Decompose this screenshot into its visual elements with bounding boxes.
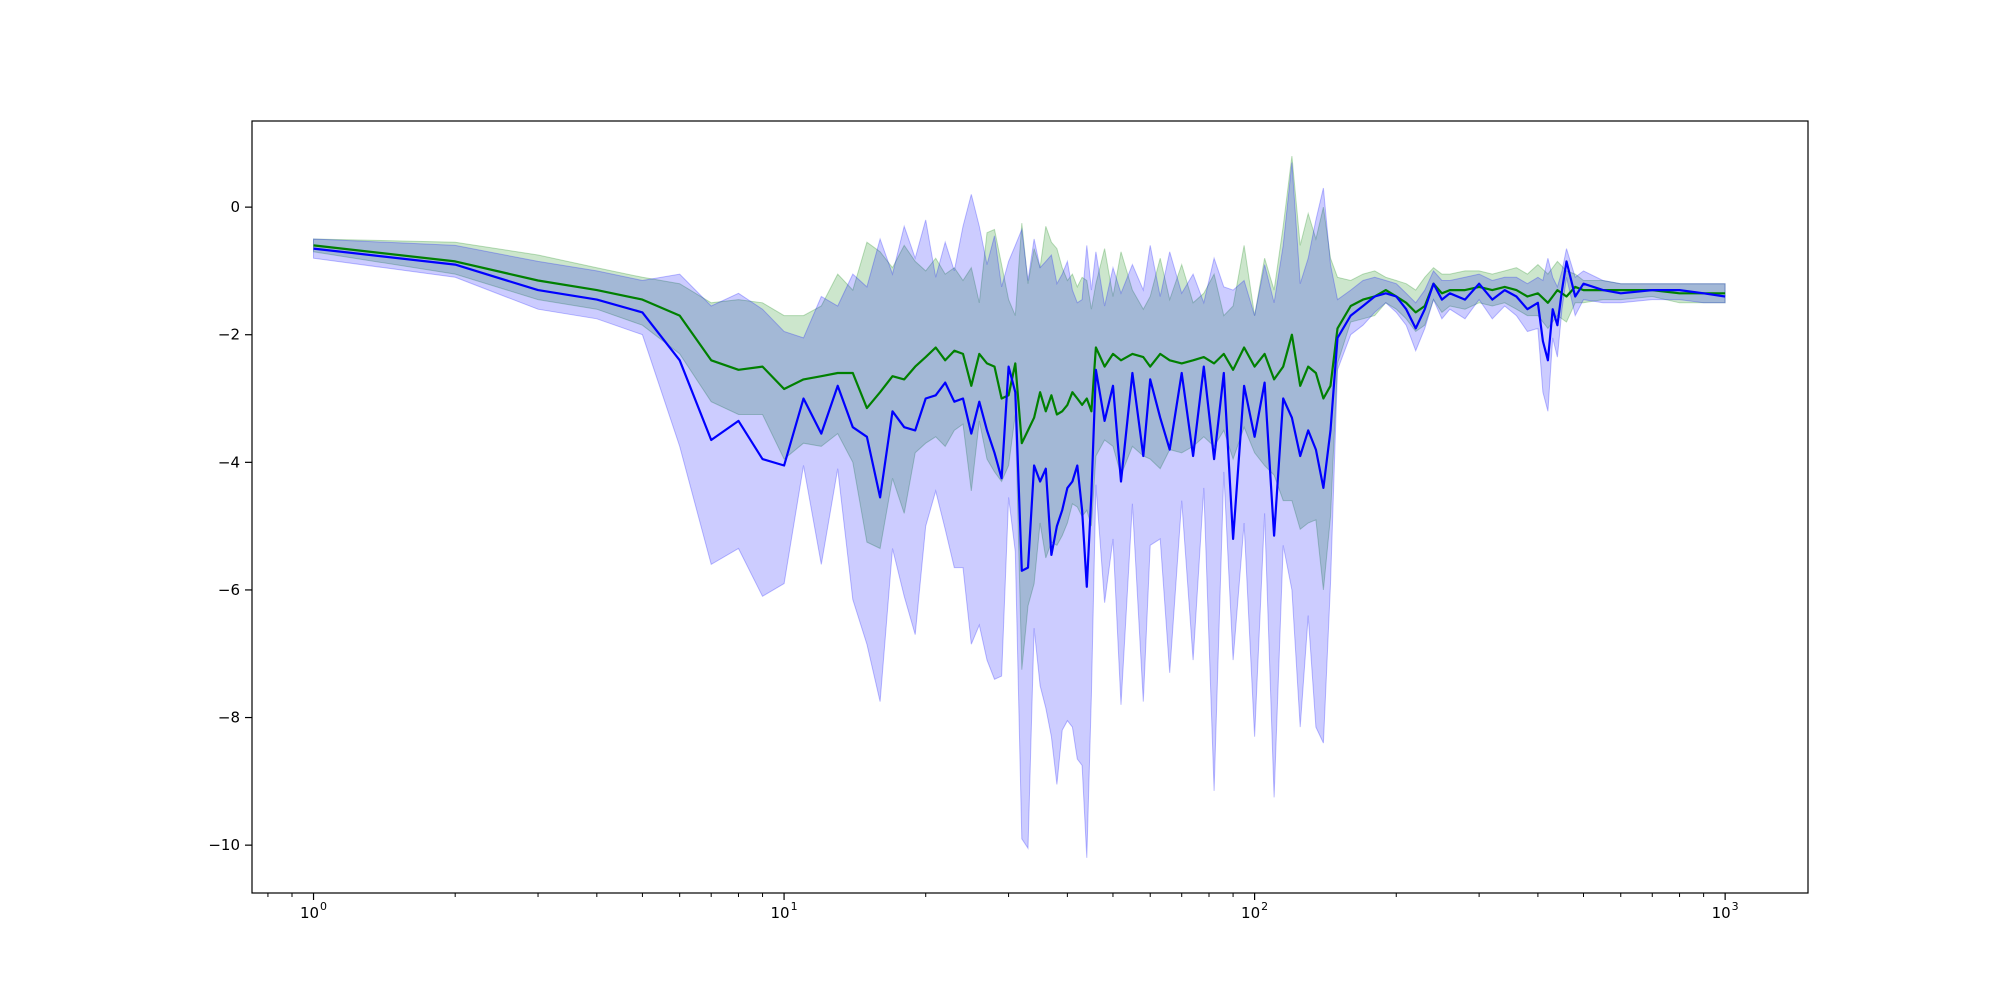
x-tick-label: 10 xyxy=(1241,904,1260,922)
y-tick-label: −10 xyxy=(208,836,240,854)
series-1-line xyxy=(313,244,1726,445)
y-tick-label: −8 xyxy=(218,709,240,727)
y-tick-label: −2 xyxy=(218,326,240,344)
y-tick-label: −6 xyxy=(218,581,240,599)
x-tick-label: 10 xyxy=(300,904,319,922)
x-tick-label-exponent: 2 xyxy=(1261,900,1268,913)
x-tick-label-exponent: 3 xyxy=(1732,900,1739,913)
x-tick-label-exponent: 0 xyxy=(320,900,327,913)
plot-frame xyxy=(251,120,1809,894)
x-axis: 10 0 10 1 10 2 10 3 xyxy=(267,893,1739,922)
x-tick-label: 10 xyxy=(771,904,790,922)
series-lines xyxy=(313,244,1726,588)
y-axis: 0 −2 −4 −6 −8 −10 xyxy=(208,198,252,854)
x-tick-label: 10 xyxy=(1712,904,1731,922)
x-tick-label-exponent: 1 xyxy=(791,900,798,913)
y-tick-label: −4 xyxy=(218,453,240,471)
series-2-line xyxy=(313,247,1726,588)
y-tick-label: 0 xyxy=(230,198,240,216)
